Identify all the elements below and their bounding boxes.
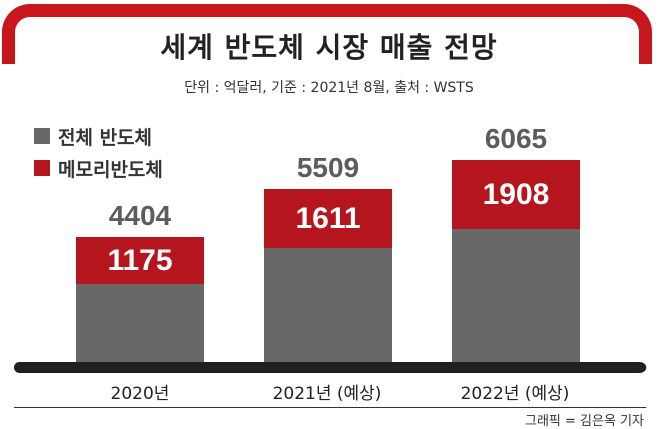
chart-subtitle: 단위 : 억달러, 기준 : 2021년 8월, 출처 : WSTS xyxy=(184,80,474,96)
bar-memory-segment: 1175 xyxy=(76,237,204,284)
legend-item-total: 전체 반도체 xyxy=(34,120,163,152)
footer-rule xyxy=(14,407,647,408)
bar-total-segment xyxy=(452,229,580,363)
legend-label: 메모리반도체 xyxy=(58,158,163,181)
bar-memory-segment: 1611 xyxy=(264,189,392,248)
x-tick-label: 2020년 xyxy=(110,384,170,404)
graphic-credit: 그래픽 = 김은옥 기자 xyxy=(525,414,644,429)
bar-total-label: 4404 xyxy=(108,200,172,231)
bar-total-segment xyxy=(76,284,204,363)
chart-title: 세계 반도체 시장 매출 전망 xyxy=(160,31,498,64)
legend-swatch-memory xyxy=(34,160,50,176)
x-axis-baseline-ext xyxy=(14,362,647,373)
bar-2020: 1175 xyxy=(76,237,204,363)
frame-mask xyxy=(0,64,658,144)
x-tick-label: 2022년 (예상) xyxy=(460,384,570,404)
bar-2022: 1908 xyxy=(452,160,580,363)
legend-swatch-total xyxy=(34,128,50,144)
bar-2021: 1611 xyxy=(264,189,392,363)
legend: 전체 반도체 메모리반도체 xyxy=(34,120,163,184)
bar-memory-segment: 1908 xyxy=(452,160,580,229)
bar-total-label: 5509 xyxy=(296,152,360,183)
legend-label: 전체 반도체 xyxy=(58,126,153,149)
bar-total-segment xyxy=(264,248,392,363)
bar-total-label: 6065 xyxy=(484,123,548,154)
legend-item-memory: 메모리반도체 xyxy=(34,152,163,184)
x-tick-label: 2021년 (예상) xyxy=(272,384,382,404)
